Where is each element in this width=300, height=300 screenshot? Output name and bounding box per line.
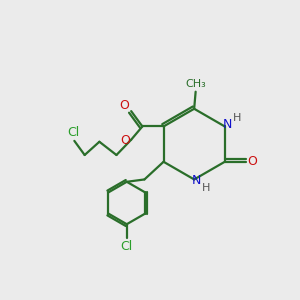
- Text: N: N: [192, 174, 201, 188]
- Text: N: N: [222, 118, 232, 130]
- Text: CH₃: CH₃: [185, 79, 206, 89]
- Text: H: H: [233, 113, 241, 123]
- Text: O: O: [248, 155, 257, 168]
- Text: Cl: Cl: [68, 126, 80, 139]
- Text: O: O: [120, 134, 130, 147]
- Text: H: H: [202, 183, 211, 193]
- Text: Cl: Cl: [121, 240, 133, 253]
- Text: O: O: [119, 99, 129, 112]
